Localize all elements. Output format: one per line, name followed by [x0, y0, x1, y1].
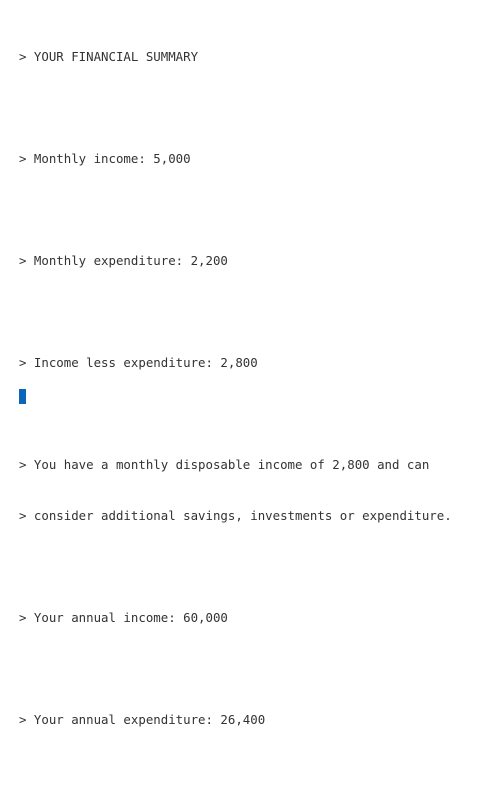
disposable-income-line-2: > consider additional savings, investmen…: [19, 508, 452, 523]
blank-line: [19, 303, 498, 320]
blank-line: [19, 201, 498, 218]
blank-line: [19, 762, 498, 779]
monthly-income-line: > Monthly income: 5,000: [19, 151, 191, 166]
income-less-expenditure-line: > Income less expenditure: 2,800: [19, 355, 258, 370]
monthly-expenditure-line: > Monthly expenditure: 2,200: [19, 253, 228, 268]
terminal-output: > YOUR FINANCIAL SUMMARY > Monthly incom…: [19, 49, 498, 727]
blank-line: [19, 558, 498, 575]
text-cursor[interactable]: [19, 389, 26, 404]
blank-line: [19, 405, 498, 422]
annual-expenditure-line: > Your annual expenditure: 26,400: [19, 712, 266, 727]
disposable-income-line-1: > You have a monthly disposable income o…: [19, 457, 430, 472]
blank-line: [19, 99, 498, 116]
summary-heading: > YOUR FINANCIAL SUMMARY: [19, 49, 199, 64]
annual-income-line: > Your annual income: 60,000: [19, 610, 228, 625]
blank-line: [19, 660, 498, 677]
